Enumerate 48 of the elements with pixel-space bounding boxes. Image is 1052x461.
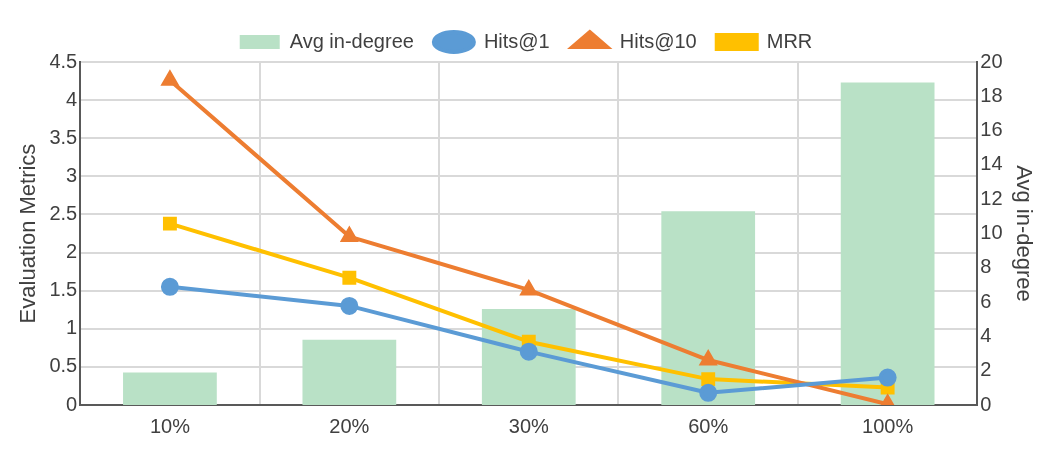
y-tick-label: 4.5 [49, 49, 78, 72]
x-tick-label: 20% [329, 414, 370, 437]
y-tick-label: 1 [66, 316, 78, 339]
point [160, 277, 179, 296]
point [701, 372, 716, 387]
x-tick-label: 30% [508, 414, 550, 437]
legend-label: Avg in-degree [289, 29, 414, 52]
legend-label: Hits@1 [483, 29, 550, 52]
bar [302, 339, 397, 405]
y-tick-label: 3.5 [49, 125, 78, 148]
y-axis-title: Evaluation Metrics [15, 143, 41, 324]
y2-tick-label: 2 [980, 358, 992, 381]
bar [123, 372, 217, 405]
point [878, 368, 897, 387]
x-tick-label: 100% [862, 414, 914, 437]
y2-tick-label: 0 [980, 392, 992, 415]
y2-tick-label: 6 [980, 289, 992, 312]
point [519, 342, 538, 361]
point [340, 225, 359, 243]
y-tick-label: 0.5 [49, 354, 78, 377]
y2-tick-label: 12 [980, 186, 1003, 209]
x-tick-label: 10% [149, 414, 191, 437]
legend-label: Hits@10 [619, 29, 697, 52]
y2-tick-label: 8 [980, 255, 992, 278]
y2-tick-label: 4 [980, 323, 992, 346]
point [342, 270, 357, 285]
y-tick-label: 2.5 [49, 201, 78, 224]
y2-tick-label: 10 [980, 221, 1003, 244]
bar [661, 211, 756, 405]
point [340, 296, 359, 315]
y2-tick-label: 18 [980, 83, 1003, 106]
y-tick-label: 2 [66, 240, 78, 263]
y2-tick-label: 14 [980, 152, 1003, 175]
y2-tick-label: 16 [980, 118, 1003, 141]
point [520, 280, 537, 296]
point [161, 71, 178, 86]
point [162, 216, 177, 231]
y2-axis-title: Avg in-degree [1011, 165, 1037, 302]
point [700, 351, 717, 366]
y2-tick-label: 20 [980, 49, 1003, 72]
x-tick-label: 60% [688, 414, 729, 437]
legend-label: MRR [766, 29, 813, 52]
y-tick-label: 1.5 [49, 278, 78, 301]
y-tick-label: 0 [66, 392, 78, 415]
y-tick-label: 3 [66, 163, 78, 186]
point [699, 383, 718, 402]
y-tick-label: 4 [66, 87, 78, 110]
bar [840, 82, 935, 405]
